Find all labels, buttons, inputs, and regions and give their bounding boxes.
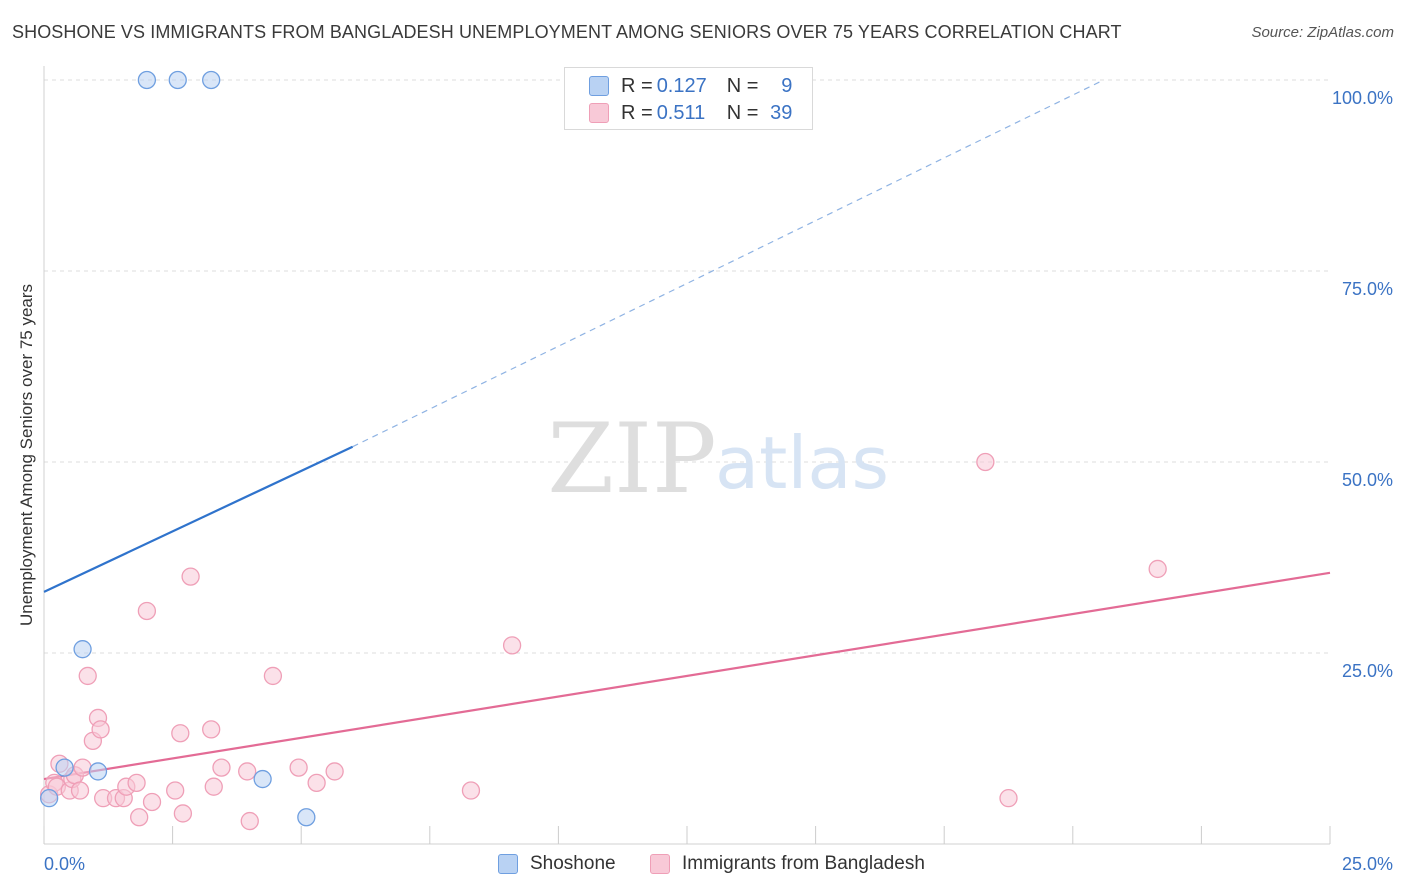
legend-r-label: R = [621, 74, 653, 97]
watermark-atlas: atlas [715, 421, 889, 505]
legend-row-shoshone: R = 0.127 N = 9 [589, 73, 792, 99]
legend-n-label: N = [726, 101, 759, 124]
correlation-legend: R = 0.127 N = 9 R = 0.511 N = 39 [564, 67, 813, 130]
legend-n-label: N = [726, 74, 759, 97]
point-bangladesh [137, 601, 157, 621]
point-shoshone [202, 70, 221, 90]
legend-swatch-shoshone [498, 854, 518, 874]
point-bangladesh [307, 773, 326, 793]
legend-swatch-bangladesh [589, 103, 609, 123]
point-bangladesh [91, 720, 110, 739]
legend-n-value: 39 [770, 101, 793, 124]
point-bangladesh [289, 758, 308, 777]
point-bangladesh [461, 781, 481, 800]
point-bangladesh [171, 724, 190, 743]
point-bangladesh [240, 811, 259, 831]
legend-item-shoshone: Shoshone [498, 851, 616, 877]
legend-r-value: 0.127 [656, 74, 707, 97]
point-bangladesh [181, 567, 200, 586]
trend-lines [43, 79, 1331, 781]
point-bangladesh [204, 777, 223, 796]
point-bangladesh [173, 804, 193, 823]
y-tick-label: 50.0% [1342, 470, 1393, 490]
legend-r-label: R = [621, 101, 653, 124]
legend-item-bangladesh: Immigrants from Bangladesh [650, 851, 925, 877]
point-bangladesh [212, 758, 231, 777]
x-tick-label: 0.0% [44, 854, 85, 874]
point-bangladesh [127, 773, 146, 793]
legend-n-value: 9 [781, 74, 793, 97]
legend-swatch-shoshone [589, 76, 609, 96]
point-bangladesh [78, 666, 97, 686]
tick-labels: 100.0% 75.0% 50.0% 25.0% 0.0% 25.0% [44, 88, 1393, 874]
point-bangladesh [999, 789, 1018, 808]
y-tick-label: 100.0% [1332, 88, 1393, 108]
point-shoshone [88, 762, 108, 781]
point-bangladesh [263, 666, 283, 686]
y-tick-label: 25.0% [1342, 661, 1393, 681]
point-bangladesh [130, 808, 149, 827]
data-points [39, 70, 1167, 831]
point-bangladesh [976, 452, 995, 472]
point-shoshone [137, 70, 157, 90]
point-bangladesh [202, 720, 221, 739]
point-shoshone [55, 758, 74, 777]
trend-line-bangladesh [43, 571, 1331, 781]
legend-row-bangladesh: R = 0.511 N = 39 [589, 100, 792, 126]
point-bangladesh [70, 781, 90, 800]
point-shoshone [253, 769, 272, 789]
point-shoshone [73, 640, 92, 659]
point-bangladesh [502, 636, 522, 655]
point-bangladesh [238, 762, 257, 781]
point-bangladesh [166, 781, 185, 800]
point-bangladesh [73, 758, 92, 777]
point-shoshone [297, 808, 316, 827]
legend-label-shoshone: Shoshone [530, 853, 616, 874]
trend-line-shoshone [43, 445, 354, 593]
y-tick-label: 75.0% [1342, 279, 1393, 299]
legend-swatch-bangladesh [650, 854, 670, 874]
watermark-zip: ZIP [547, 403, 716, 515]
point-shoshone [39, 789, 59, 808]
point-shoshone [168, 70, 187, 90]
point-bangladesh [142, 792, 162, 812]
trend-line-shoshone-extension [352, 79, 1104, 448]
legend-r-value: 0.511 [656, 101, 706, 124]
chart-title: SHOSHONE VS IMMIGRANTS FROM BANGLADESH U… [12, 22, 1122, 42]
point-bangladesh [325, 762, 344, 781]
watermark: ZIP atlas [547, 403, 889, 515]
chart-source: Source: ZipAtlas.com [1251, 24, 1394, 41]
x-tick-label: 25.0% [1342, 854, 1393, 874]
legend-label-bangladesh: Immigrants from Bangladesh [682, 853, 925, 874]
point-bangladesh [1148, 559, 1167, 579]
